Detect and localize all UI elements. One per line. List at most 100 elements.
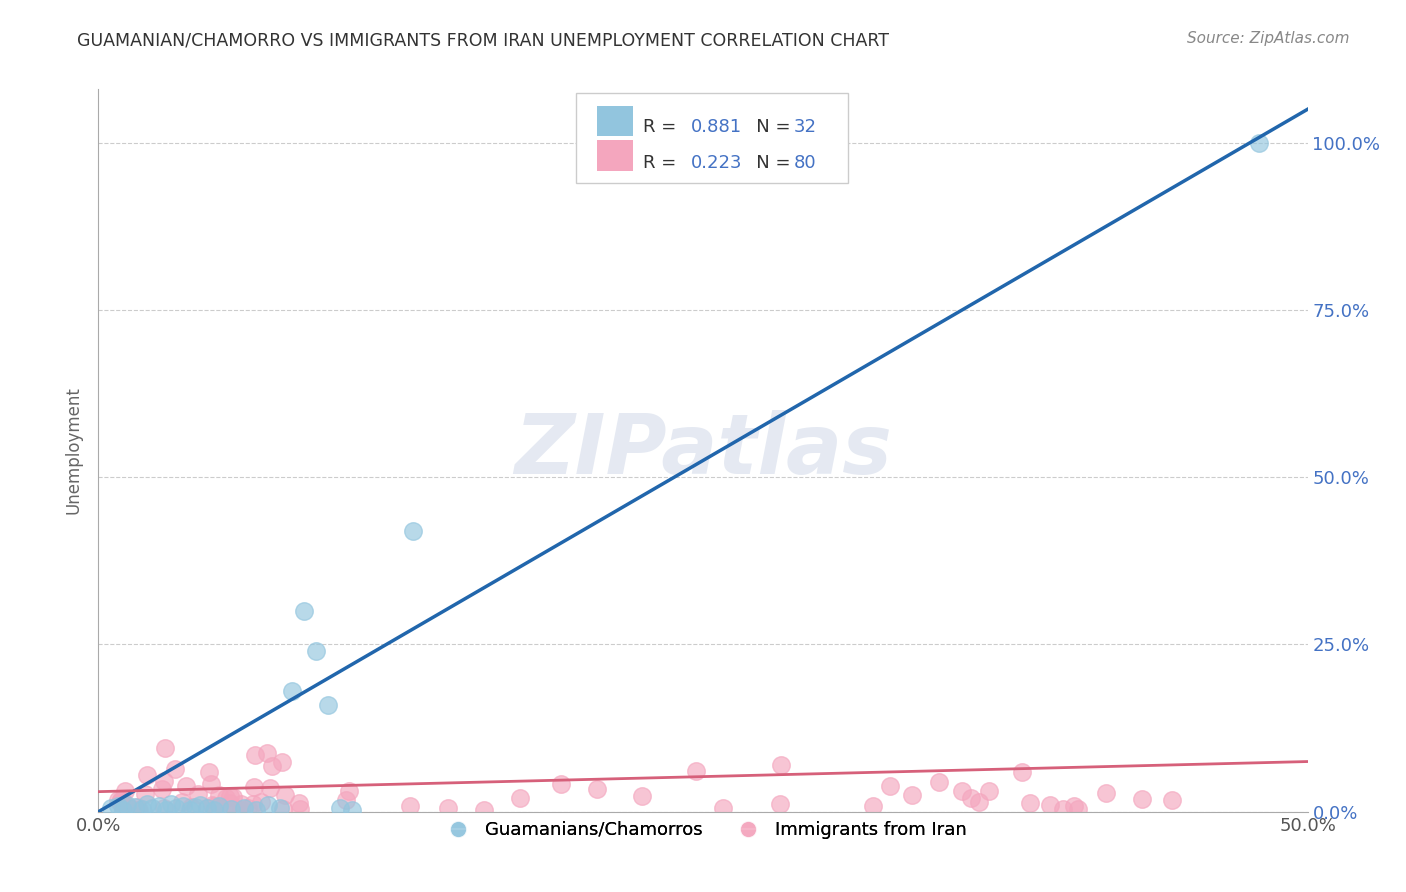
Point xyxy=(631,789,654,803)
Point xyxy=(208,788,231,802)
Point xyxy=(337,784,360,798)
Point xyxy=(274,788,297,802)
Point xyxy=(242,780,264,794)
Point xyxy=(222,790,245,805)
Point xyxy=(402,524,425,538)
Point xyxy=(242,797,264,811)
Point xyxy=(1249,136,1271,150)
Point xyxy=(250,795,273,809)
Point xyxy=(184,800,207,814)
Point xyxy=(229,797,252,811)
Legend: Guamanians/Chamorros, Immigrants from Iran: Guamanians/Chamorros, Immigrants from Ir… xyxy=(433,814,973,846)
Point xyxy=(928,775,950,789)
Point xyxy=(256,798,278,813)
Point xyxy=(172,795,194,809)
Point xyxy=(150,781,173,796)
Point xyxy=(111,803,134,817)
Point xyxy=(1132,792,1154,806)
Point xyxy=(134,788,156,802)
Y-axis label: Unemployment: Unemployment xyxy=(65,386,83,515)
Point xyxy=(188,798,211,813)
Point xyxy=(550,777,572,791)
Point xyxy=(208,799,231,814)
Point xyxy=(224,801,246,815)
Point xyxy=(1067,802,1090,816)
Point xyxy=(165,801,187,815)
Text: 80: 80 xyxy=(793,154,817,172)
Point xyxy=(155,803,177,817)
Point xyxy=(135,768,157,782)
Point xyxy=(269,801,291,815)
Point xyxy=(160,797,183,812)
Point xyxy=(271,802,294,816)
Point xyxy=(219,789,242,804)
Point xyxy=(329,801,352,815)
Point xyxy=(711,801,734,815)
Text: Source: ZipAtlas.com: Source: ZipAtlas.com xyxy=(1187,31,1350,46)
FancyBboxPatch shape xyxy=(596,106,633,136)
Text: 0.223: 0.223 xyxy=(690,154,742,172)
Point xyxy=(437,801,460,815)
Point xyxy=(108,796,131,810)
Point xyxy=(399,798,422,813)
Text: 0.881: 0.881 xyxy=(690,118,742,136)
Point xyxy=(1039,798,1062,813)
Point xyxy=(256,746,278,760)
Point xyxy=(472,804,495,818)
Point xyxy=(165,762,187,776)
Point xyxy=(900,788,922,802)
Point xyxy=(879,779,901,793)
Point xyxy=(107,793,129,807)
Point xyxy=(202,798,225,813)
Point xyxy=(292,604,315,618)
Point xyxy=(271,755,294,769)
Point xyxy=(288,802,311,816)
Point xyxy=(509,790,531,805)
Point xyxy=(179,804,201,818)
Point xyxy=(952,783,974,797)
Point xyxy=(110,795,132,809)
Point xyxy=(685,764,707,778)
Text: N =: N = xyxy=(740,118,797,136)
Point xyxy=(1052,802,1074,816)
Point xyxy=(215,791,238,805)
Point xyxy=(114,784,136,798)
Point xyxy=(127,803,149,817)
Text: 32: 32 xyxy=(793,118,817,136)
Point xyxy=(316,698,339,712)
Point xyxy=(862,799,884,814)
Point xyxy=(180,799,202,814)
Point xyxy=(1019,796,1042,810)
Point xyxy=(172,799,194,814)
Point xyxy=(288,796,311,810)
Point xyxy=(195,801,218,815)
Point xyxy=(1160,793,1182,807)
Point xyxy=(342,803,364,817)
Point xyxy=(229,804,252,818)
Point xyxy=(245,803,267,817)
Point xyxy=(135,797,157,811)
Point xyxy=(260,759,283,773)
Point xyxy=(221,802,243,816)
Point xyxy=(198,765,221,780)
Point xyxy=(125,799,148,814)
Point xyxy=(111,794,134,808)
Text: ZIPatlas: ZIPatlas xyxy=(515,410,891,491)
Point xyxy=(176,779,198,793)
Point xyxy=(218,796,240,810)
Point xyxy=(1094,786,1116,800)
Point xyxy=(117,798,139,813)
Point xyxy=(770,758,793,772)
FancyBboxPatch shape xyxy=(596,141,633,171)
Point xyxy=(960,791,983,805)
Point xyxy=(1063,799,1085,814)
Point xyxy=(110,793,132,807)
Point xyxy=(236,800,259,814)
Point xyxy=(200,777,222,791)
Point xyxy=(121,802,143,816)
Point xyxy=(335,793,357,807)
Point xyxy=(100,801,122,815)
Point xyxy=(204,803,226,817)
Point xyxy=(232,801,254,815)
Point xyxy=(141,801,163,815)
